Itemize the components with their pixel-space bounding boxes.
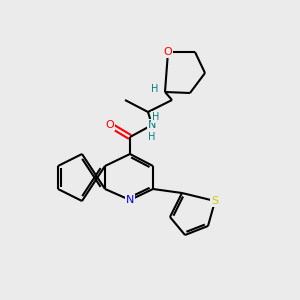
Text: S: S [212,196,219,206]
Text: H: H [151,84,159,94]
Text: O: O [106,120,114,130]
Text: O: O [164,47,172,57]
Text: N: N [148,120,156,130]
Text: N: N [126,195,134,205]
Text: H: H [152,112,160,122]
Text: H: H [148,132,156,142]
